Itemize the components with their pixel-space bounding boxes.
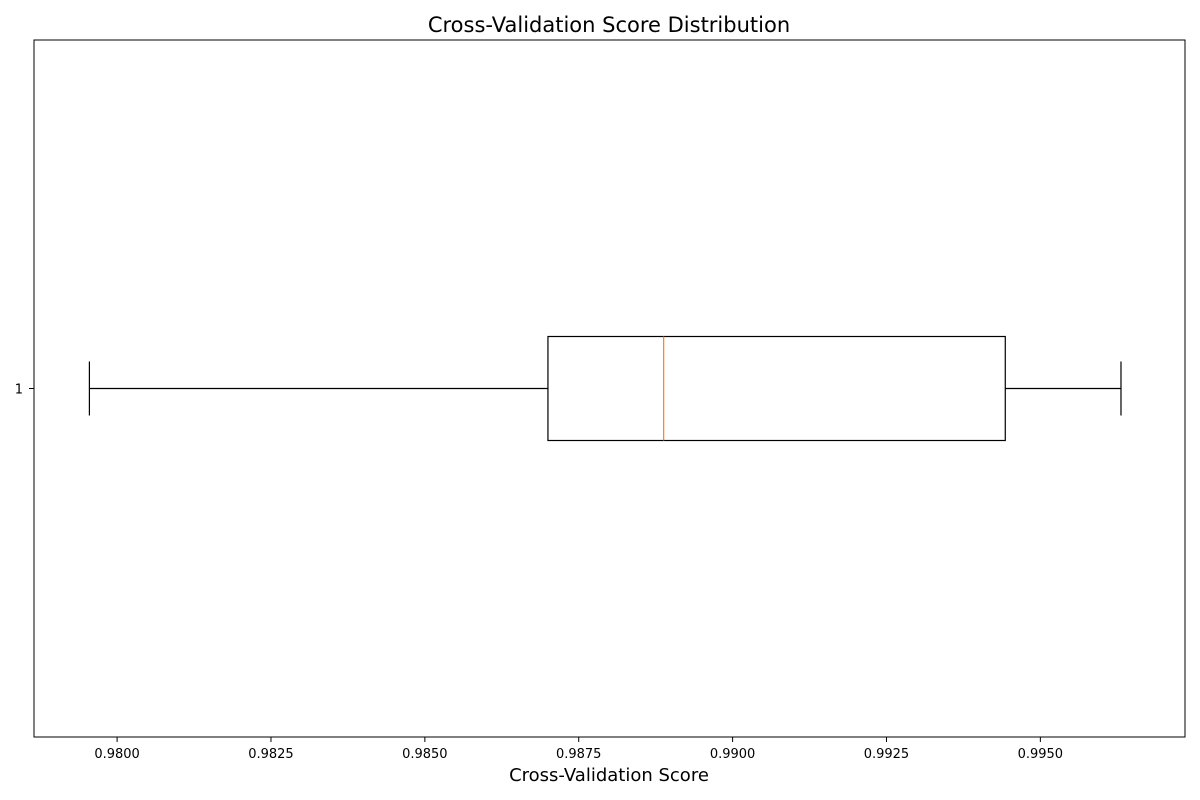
x-tick-label: 0.9900 [710,747,756,762]
x-tick-label: 0.9825 [248,747,294,762]
plot-area: 0.9800 0.9825 0.9850 0.9875 0.9900 0.9925 0.99… [15,39,1186,762]
x-tick-label: 0.9950 [1018,747,1064,762]
x-tick-label: 0.9875 [556,747,602,762]
x-tick-label: 0.9800 [94,747,140,762]
y-tick-label: 1 [15,383,23,398]
box-series [88,335,1122,442]
chart-title: Cross-Validation Score Distribution [428,13,790,37]
x-tick-label: 0.9925 [864,747,910,762]
x-axis-label: Cross-Validation Score [509,765,709,786]
x-axis-ticks: 0.9800 0.9825 0.9850 0.9875 0.9900 0.9925 0.99… [94,737,1063,762]
x-tick-label: 0.9850 [402,747,448,762]
y-axis-ticks: 1 [15,383,34,398]
interquartile-box [547,335,1006,442]
